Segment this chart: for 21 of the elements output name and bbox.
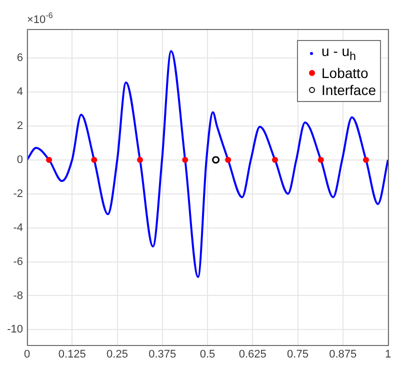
x-tick-label: 0.75: [287, 348, 308, 361]
y-tick-label: -4: [13, 222, 23, 234]
y-tick-label: 6: [16, 52, 23, 64]
legend-label: Lobatto: [322, 64, 368, 82]
y-tick-label: 0: [16, 154, 23, 166]
y-tick-label: -8: [13, 290, 23, 302]
x-tick-label: 1: [384, 348, 392, 361]
x-tick-label: 0.375: [148, 348, 176, 361]
line-series: [27, 50, 388, 278]
y-tick-label: 2: [16, 120, 23, 132]
x-tick-label: 0.5: [200, 348, 216, 361]
x-tick-label: 0.25: [106, 348, 128, 361]
y-tick-label: -2: [13, 188, 23, 200]
x-tick-label: 0.625: [238, 348, 266, 361]
y-tick-label: -6: [13, 256, 23, 268]
x-tick-label: 0.875: [329, 348, 357, 361]
x-tick-label: 0.125: [58, 348, 86, 361]
legend-label: Interface: [322, 82, 376, 99]
y-tick-label: -10: [7, 324, 23, 336]
y-tick-label: 4: [16, 86, 23, 98]
legend-label: u - u$_{h}$: [322, 43, 356, 65]
